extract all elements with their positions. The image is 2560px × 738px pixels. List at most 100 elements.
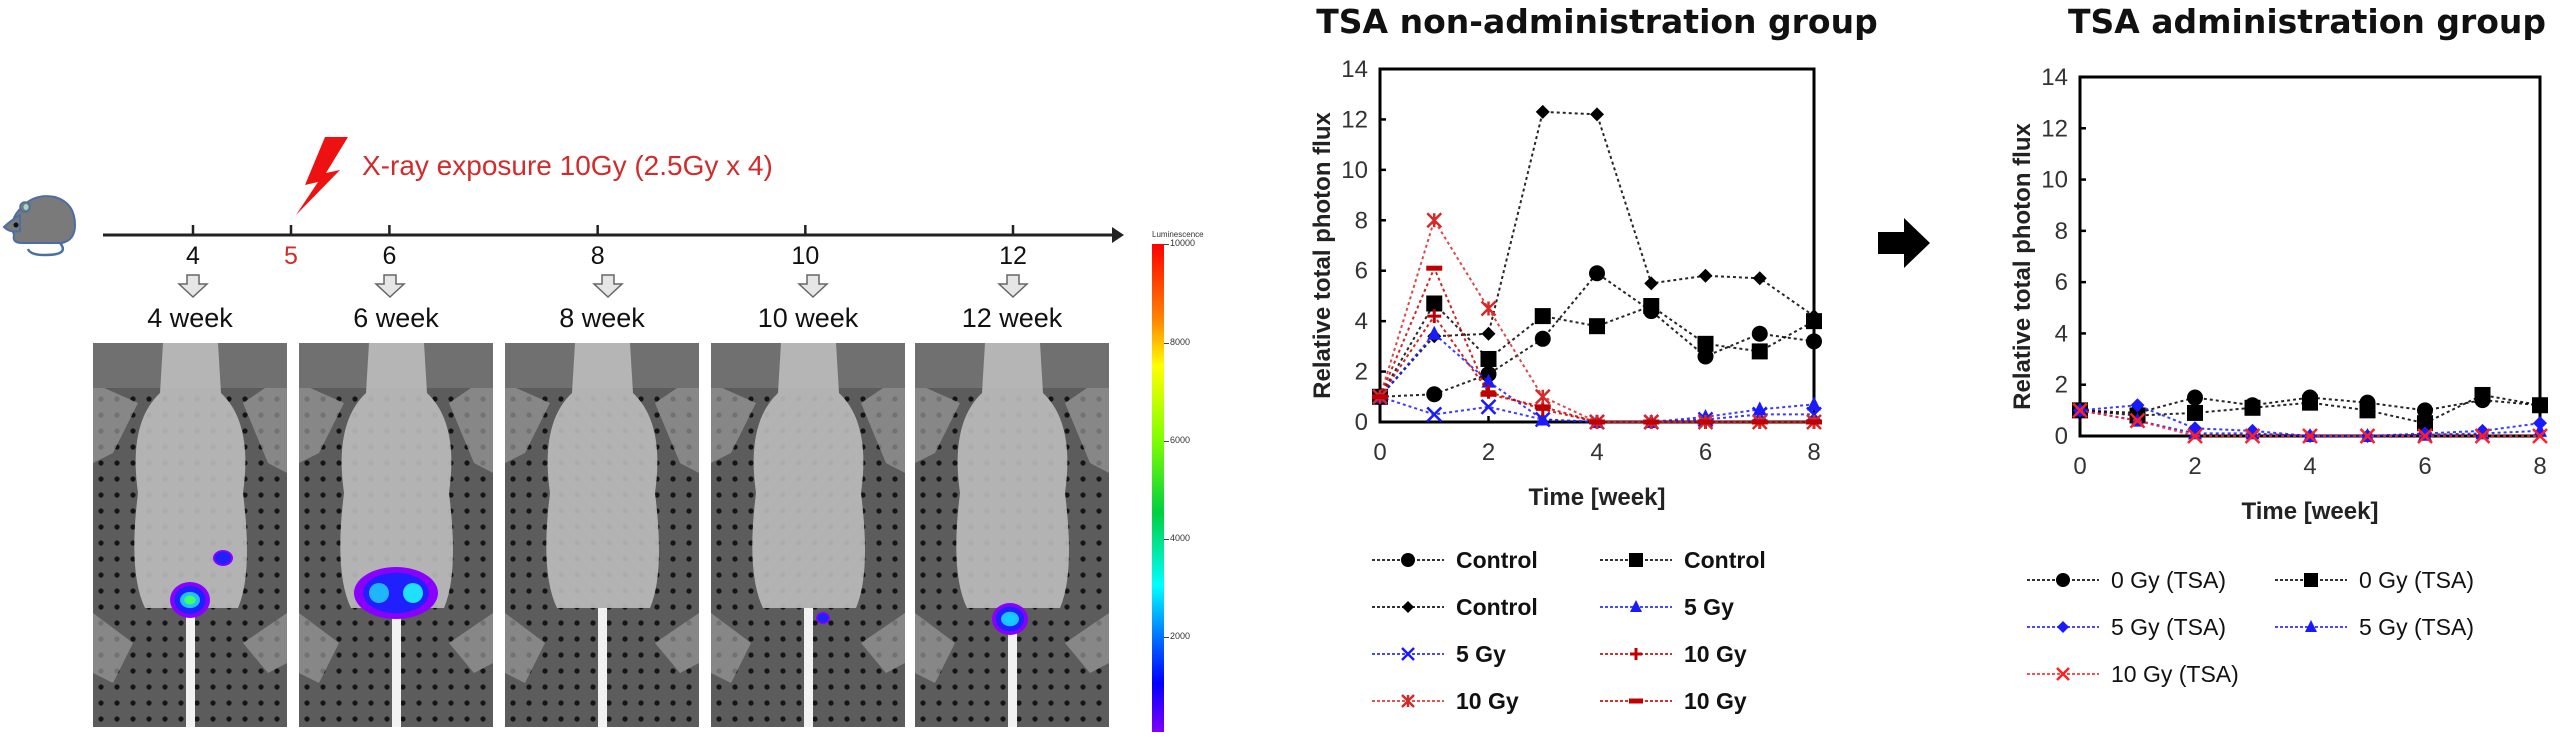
legend-label: Control	[1456, 546, 1538, 573]
data-point-x	[2129, 412, 2146, 429]
legend-swatch	[1372, 694, 1444, 708]
legend-swatch	[1600, 648, 1672, 660]
data-point-star	[1426, 212, 1443, 229]
data-point-x	[1751, 406, 1768, 423]
data-point-square	[2302, 394, 2318, 411]
timeline-tick-label: 4	[186, 242, 200, 270]
data-point-star	[1480, 300, 1497, 317]
series-line	[1379, 110, 1815, 398]
chart2-title: TSA administration group	[2067, 2, 2547, 41]
x-tick-label: 0	[2073, 453, 2086, 480]
data-point-plus	[1630, 648, 1642, 660]
legend-swatch	[2027, 667, 2099, 681]
legend-swatch	[1600, 553, 1672, 567]
series-line	[2079, 409, 2540, 437]
data-point-triangle	[1630, 600, 1642, 612]
series-7	[1372, 265, 1822, 425]
data-point-diamond	[1535, 104, 1550, 119]
data-point-triangle	[1427, 325, 1442, 340]
legend-label: Control	[1456, 593, 1538, 620]
legend-label: 5 Gy	[1684, 593, 1734, 620]
data-point-x	[1401, 647, 1415, 661]
mouse-icon	[2, 195, 77, 257]
colorbar-tick	[1164, 343, 1169, 344]
data-point-circle	[2417, 402, 2433, 419]
timeline-tick-label: 10	[791, 242, 820, 270]
data-point-square	[1426, 295, 1443, 312]
colorbar-gradient	[1152, 244, 1164, 732]
data-point-square	[1629, 553, 1643, 567]
data-point-diamond	[2057, 621, 2069, 633]
data-point-triangle	[2418, 426, 2432, 441]
timeline-arrowhead	[1112, 227, 1124, 243]
plot-frame	[2078, 75, 2542, 438]
data-point-circle	[1751, 325, 1768, 342]
data-point-triangle	[1807, 396, 1821, 411]
data-point-square	[2359, 402, 2376, 419]
series-4	[2072, 402, 2548, 444]
timeline	[103, 137, 1124, 299]
legend-swatch	[1600, 698, 1672, 704]
legend-label: 0 Gy (TSA)	[2111, 566, 2227, 593]
series-line	[1379, 395, 1814, 423]
chart1-legend: Control Control Control 5 Gy 5 Gy 10 Gy 10 Gy 1…	[1370, 545, 1790, 735]
y-tick-label: 2	[2055, 372, 2068, 399]
x-axis-label: Time [week]	[1529, 484, 1666, 511]
legend-label: 5 Gy (TSA)	[2111, 613, 2227, 640]
data-point-diamond	[1402, 601, 1414, 613]
colorbar-tick-label: 10000	[1170, 238, 1196, 248]
data-point-square	[2187, 404, 2203, 421]
legend-swatch	[1600, 600, 1672, 612]
bioluminescence-image	[915, 343, 1109, 727]
colorbar-tick-label: 4000	[1170, 533, 1191, 543]
data-point-square	[2532, 397, 2548, 414]
legend-item: 10 Gy (TSA)	[2025, 659, 2239, 689]
timeline-tick-label: 8	[590, 242, 605, 270]
imaging-arrow-icon	[997, 274, 1029, 299]
x-axis-label: Time [week]	[2242, 498, 2379, 525]
colorbar-title: Luminescence	[1152, 230, 1204, 239]
data-point-diamond	[1590, 107, 1604, 122]
data-point-dash	[1372, 394, 1388, 400]
legend-label: 10 Gy	[1684, 640, 1747, 667]
y-tick-label: 0	[1355, 409, 1368, 436]
y-tick-label: 10	[2041, 167, 2068, 194]
legend-label: 5 Gy (TSA)	[2359, 613, 2475, 640]
legend-label: 10 Gy	[1456, 687, 1519, 714]
legend-swatch	[1372, 553, 1444, 567]
data-point-dash	[1480, 391, 1497, 397]
data-point-square	[2417, 415, 2433, 432]
data-point-square	[1589, 318, 1605, 335]
y-tick-label: 14	[2041, 64, 2068, 91]
data-point-x	[2072, 402, 2088, 419]
legend-item: 10 Gy	[1370, 686, 1519, 716]
data-point-star	[1534, 388, 1551, 405]
data-point-x	[2474, 428, 2491, 444]
timeline-tick-label: 5	[284, 242, 298, 270]
data-point-dash	[1534, 404, 1551, 410]
colorbar-tick-label: 6000	[1170, 435, 1191, 445]
data-point-dash	[1643, 419, 1660, 425]
data-point-dash	[1751, 419, 1768, 425]
x-tick-label: 8	[1807, 439, 1820, 466]
colorbar-tick	[1164, 539, 1169, 540]
imaging-week-label: 12 week	[961, 303, 1063, 333]
data-point-x	[2244, 428, 2261, 444]
bioluminescence-image	[299, 343, 493, 727]
right-arrow-icon	[1878, 218, 1930, 268]
colorbar-tick-label: 8000	[1170, 337, 1191, 347]
bioluminescence-image	[93, 343, 287, 727]
data-point-square	[1697, 335, 1714, 352]
legend-item: 5 Gy	[1598, 592, 1734, 622]
x-tick-label: 6	[2418, 453, 2431, 480]
legend-swatch	[1372, 647, 1444, 661]
legend-item: Control	[1370, 545, 1538, 575]
data-point-triangle	[2245, 425, 2260, 440]
data-point-diamond	[1644, 276, 1659, 291]
y-tick-label: 2	[1355, 359, 1368, 386]
legend-item: 10 Gy	[1598, 686, 1747, 716]
data-point-diamond	[1752, 271, 1767, 286]
data-point-circle	[1589, 265, 1605, 282]
bioluminescence-image	[711, 343, 905, 727]
plot-frame	[1378, 67, 1816, 424]
